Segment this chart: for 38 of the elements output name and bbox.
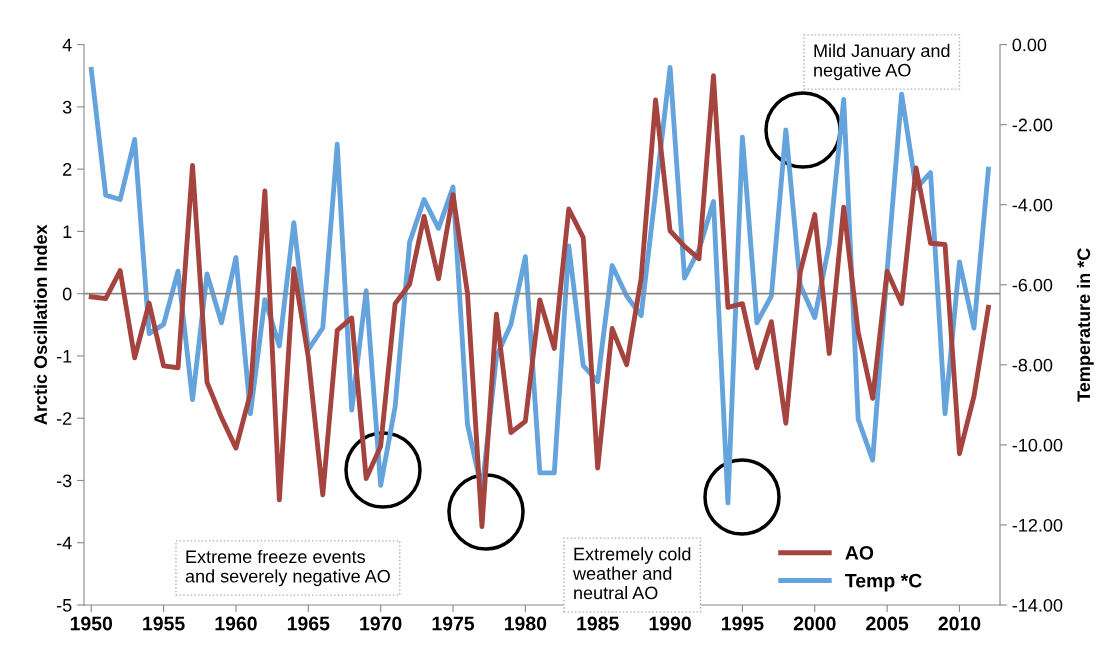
x-tick-label: 1965 xyxy=(287,616,330,631)
y2-tick-label: -14.00 xyxy=(1012,598,1063,612)
y-tick-label: -3 xyxy=(56,474,72,488)
y2-tick-label: 0.00 xyxy=(1012,38,1047,52)
y-tick-label: 2 xyxy=(63,163,72,176)
y2-tick-label: -12.00 xyxy=(1012,518,1063,532)
x-tick-label: 2005 xyxy=(866,616,909,631)
y-tick-label: -2 xyxy=(56,412,72,425)
y2-tick-label: -6.00 xyxy=(1012,278,1053,292)
x-tick-label: 2000 xyxy=(793,616,836,631)
x-tick-label: 1975 xyxy=(432,616,475,631)
y2-axis-title: Temperature in *C xyxy=(1076,248,1094,402)
annotation: Mild January and negative AO xyxy=(814,43,950,81)
y-tick-label: 4 xyxy=(62,38,72,52)
legend-label: AO xyxy=(845,545,874,560)
y2-tick-label: -4.00 xyxy=(1012,198,1053,212)
y-tick-label: -4 xyxy=(56,536,72,550)
y2-tick-label: -10.00 xyxy=(1012,438,1063,452)
y2-tick-label: -2.00 xyxy=(1012,118,1053,132)
x-tick-label: 1995 xyxy=(722,616,764,631)
y-tick-label: 3 xyxy=(62,100,72,114)
x-tick-label: 1955 xyxy=(143,616,185,631)
x-tick-label: 1960 xyxy=(215,616,257,631)
x-tick-label: 1970 xyxy=(360,616,402,631)
y-tick-label: -1 xyxy=(56,350,72,363)
annotation: Extreme freeze events and severely negative AO xyxy=(185,549,390,587)
y2-tick-label: -8.00 xyxy=(1012,358,1053,372)
y-axis-title: Arctic Oscillation Index xyxy=(33,224,48,425)
x-tick-label: 1990 xyxy=(649,616,691,631)
y-tick-label: 1 xyxy=(63,225,72,238)
y-tick-label: -5 xyxy=(56,599,72,612)
x-tick-label: 1950 xyxy=(70,616,113,631)
x-tick-label: 1985 xyxy=(577,616,619,631)
legend-label: Temp *C xyxy=(845,573,922,592)
y-tick-label: 0 xyxy=(62,287,72,301)
annotation: Extremely cold weather and neutral AO xyxy=(572,547,691,600)
x-tick-label: 1980 xyxy=(504,616,547,631)
x-tick-label: 2010 xyxy=(938,616,981,631)
